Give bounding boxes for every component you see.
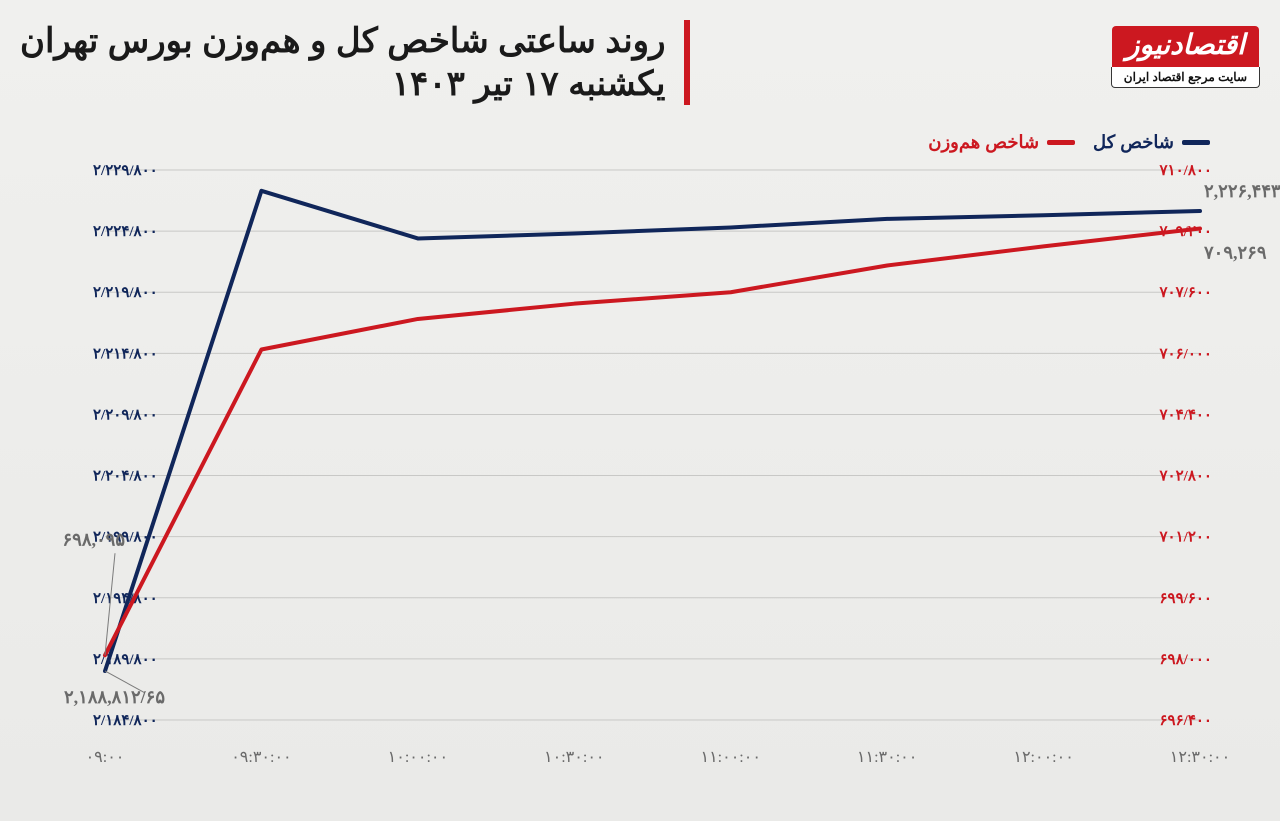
x-tick-label: ۱۰:۳۰:۰۰ <box>544 749 604 766</box>
x-tick-label: ۱۱:۰۰:۰۰ <box>700 749 760 766</box>
right-axis-tick-label: ۷۰۷/۶۰۰ <box>1158 285 1212 301</box>
callout-total-end: ۲,۲۲۶,۴۴۳/۸۰ <box>1204 181 1280 201</box>
right-axis-tick-label: ۶۹۹/۶۰۰ <box>1159 591 1212 607</box>
x-tick-label: ۱۲:۳۰:۰۰ <box>1170 749 1230 766</box>
right-axis-tick-label: ۶۹۶/۴۰۰ <box>1159 713 1212 729</box>
x-tick-label: ۰۹:۰۰ <box>86 749 125 766</box>
callout-equal-end: ۷۰۹,۲۶۹ <box>1203 242 1267 262</box>
chart-container: ۰۹:۰۰ ۰۹:۳۰:۰۰ ۱۰:۰۰:۰۰ ۱۰:۳۰:۰۰ ۱۱:۰۰:۰۰ ۱۱:… <box>0 160 1280 800</box>
header: اقتصادنیوز سایت مرجع اقتصاد ایران روند س… <box>20 20 1260 105</box>
title-block: روند ساعتی شاخص کل و هم‌وزن بورس تهران ی… <box>20 20 690 105</box>
left-axis-tick-label: ۲/۲۰۹/۸۰۰ <box>93 407 158 423</box>
left-axis-tick-label: ۲/۲۰۴/۸۰۰ <box>93 469 158 485</box>
right-axis-tick-label: ۷۰۴/۴۰۰ <box>1158 407 1212 423</box>
legend-label-equal: شاخص هم‌وزن <box>928 132 1039 153</box>
logo: اقتصادنیوز سایت مرجع اقتصاد ایران <box>1111 26 1260 88</box>
left-axis-tick-label: ۲/۲۱۹/۸۰۰ <box>93 285 158 301</box>
left-axis-tick-label: ۲/۱۸۴/۸۰۰ <box>93 713 158 729</box>
logo-subtitle: سایت مرجع اقتصاد ایران <box>1111 67 1260 88</box>
x-tick-label: ۰۹:۳۰:۰۰ <box>231 749 291 766</box>
right-axis-tick-label: ۷۰۶/۰۰۰ <box>1158 346 1212 362</box>
legend-swatch-equal <box>1047 140 1075 145</box>
callout-total-start: ۲,۱۸۸,۸۱۲/۶۵ <box>64 687 165 707</box>
logo-main: اقتصادنیوز <box>1112 26 1259 67</box>
legend-item-total: شاخص کل <box>1093 132 1210 153</box>
chart-svg: ۰۹:۰۰ ۰۹:۳۰:۰۰ ۱۰:۰۰:۰۰ ۱۰:۳۰:۰۰ ۱۱:۰۰:۰۰ ۱۱:… <box>0 160 1280 800</box>
legend: شاخص کل شاخص هم‌وزن <box>928 132 1210 153</box>
left-axis-tick-label: ۲/۲۲۴/۸۰۰ <box>93 224 158 240</box>
right-axis-tick-label: ۷۰۲/۸۰۰ <box>1158 469 1212 485</box>
right-axis-tick-label: ۶۹۸/۰۰۰ <box>1159 652 1212 668</box>
left-axis-tick-label: ۲/۲۱۴/۸۰۰ <box>93 346 158 362</box>
legend-swatch-total <box>1182 140 1210 145</box>
x-tick-label: ۱۱:۳۰:۰۰ <box>857 749 917 766</box>
x-tick-label: ۱۰:۰۰:۰۰ <box>388 749 448 766</box>
title-line-1: روند ساعتی شاخص کل و هم‌وزن بورس تهران <box>20 20 666 63</box>
legend-label-total: شاخص کل <box>1093 132 1174 153</box>
legend-item-equal: شاخص هم‌وزن <box>928 132 1075 153</box>
left-axis-tick-label: ۲/۲۲۹/۸۰۰ <box>93 163 158 179</box>
callout-equal-start: ۶۹۸,۰۹۵ <box>62 529 125 549</box>
line-series-total <box>105 191 1200 671</box>
right-axis-tick-label: ۷۰۱/۲۰۰ <box>1158 530 1212 546</box>
right-axis-tick-label: ۷۱۰/۸۰۰ <box>1158 163 1212 179</box>
x-tick-label: ۱۲:۰۰:۰۰ <box>1013 749 1073 766</box>
title-line-2: یکشنبه ۱۷ تیر ۱۴۰۳ <box>20 63 666 106</box>
left-axis-tick-label: ۲/۱۸۹/۸۰۰ <box>93 652 158 668</box>
